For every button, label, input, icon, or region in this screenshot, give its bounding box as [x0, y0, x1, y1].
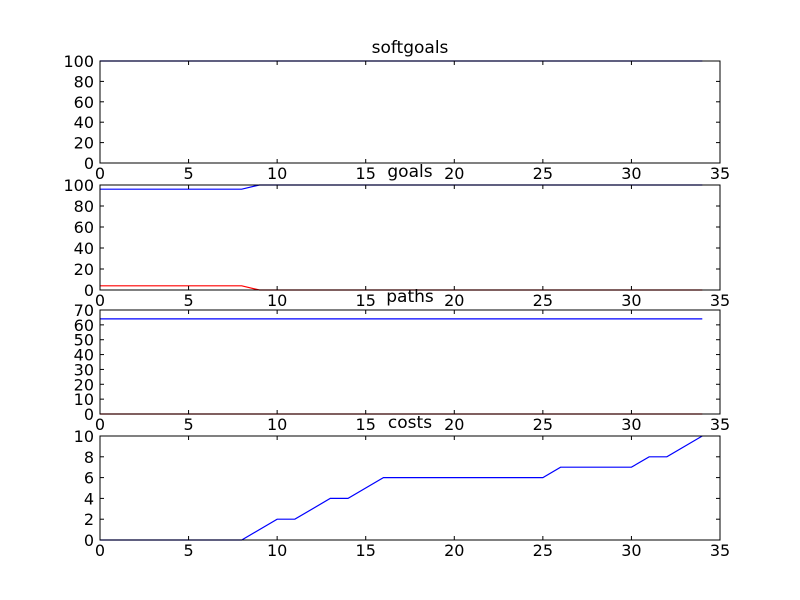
x-tick-label: 35 [710, 541, 730, 560]
axes-frame [99, 60, 721, 164]
axes-frame [99, 184, 721, 291]
x-tick-label: 0 [95, 415, 105, 434]
x-tick-label: 35 [710, 164, 730, 183]
y-tick-label: 20 [74, 260, 94, 279]
x-tick-label: 20 [444, 164, 464, 183]
x-tick-label: 35 [710, 291, 730, 310]
y-tick-label: 0 [84, 281, 94, 300]
x-tick-label: 25 [533, 541, 553, 560]
x-tick-label: 0 [95, 291, 105, 310]
y-tick-label: 0 [84, 531, 94, 550]
y-tick-label: 40 [74, 239, 94, 258]
y-tick-label: 100 [63, 52, 94, 71]
y-tick-label: 80 [74, 72, 94, 91]
x-tick-label: 30 [621, 291, 641, 310]
x-tick-label: 10 [267, 415, 287, 434]
x-tick-label: 15 [356, 164, 376, 183]
x-tick-label: 5 [183, 291, 193, 310]
x-tick-label: 30 [621, 164, 641, 183]
y-tick-label: 10 [74, 427, 94, 446]
x-tick-label: 30 [621, 541, 641, 560]
y-tick-label: 0 [84, 405, 94, 424]
y-tick-label: 6 [84, 469, 94, 488]
y-tick-label: 70 [74, 301, 94, 320]
x-tick-label: 0 [95, 164, 105, 183]
y-tick-label: 30 [74, 360, 94, 379]
y-tick-label: 80 [74, 197, 94, 216]
x-tick-label: 10 [267, 164, 287, 183]
axes-frame [99, 435, 721, 541]
y-tick-label: 60 [74, 218, 94, 237]
x-tick-label: 25 [533, 291, 553, 310]
x-tick-label: 15 [356, 415, 376, 434]
y-tick-label: 50 [74, 331, 94, 350]
x-tick-label: 25 [533, 415, 553, 434]
x-tick-label: 10 [267, 291, 287, 310]
x-tick-label: 15 [356, 291, 376, 310]
y-tick-label: 4 [84, 489, 94, 508]
y-tick-label: 40 [74, 346, 94, 365]
x-tick-label: 20 [444, 541, 464, 560]
x-tick-label: 10 [267, 541, 287, 560]
subplot-title: goals [387, 162, 432, 182]
x-tick-label: 15 [356, 541, 376, 560]
subplot-title: softgoals [372, 38, 449, 58]
x-tick-label: 5 [183, 541, 193, 560]
x-tick-label: 5 [183, 164, 193, 183]
series-line-0 [100, 184, 703, 190]
y-tick-label: 40 [74, 113, 94, 132]
axes-frame [99, 309, 721, 415]
y-tick-label: 2 [84, 510, 94, 529]
y-tick-label: 60 [74, 93, 94, 112]
y-tick-label: 100 [63, 176, 94, 195]
y-tick-label: 10 [74, 390, 94, 409]
y-tick-label: 60 [74, 316, 94, 335]
y-tick-label: 8 [84, 448, 94, 467]
subplot-title: costs [388, 413, 432, 433]
y-tick-label: 0 [84, 154, 94, 173]
x-tick-label: 20 [444, 415, 464, 434]
y-tick-label: 20 [74, 375, 94, 394]
x-tick-label: 0 [95, 541, 105, 560]
x-tick-label: 30 [621, 415, 641, 434]
series-line-0 [100, 435, 703, 541]
y-tick-label: 20 [74, 134, 94, 153]
x-tick-label: 20 [444, 291, 464, 310]
x-tick-label: 25 [533, 164, 553, 183]
x-tick-label: 35 [710, 415, 730, 434]
x-tick-label: 5 [183, 415, 193, 434]
subplot-title: paths [386, 287, 434, 307]
